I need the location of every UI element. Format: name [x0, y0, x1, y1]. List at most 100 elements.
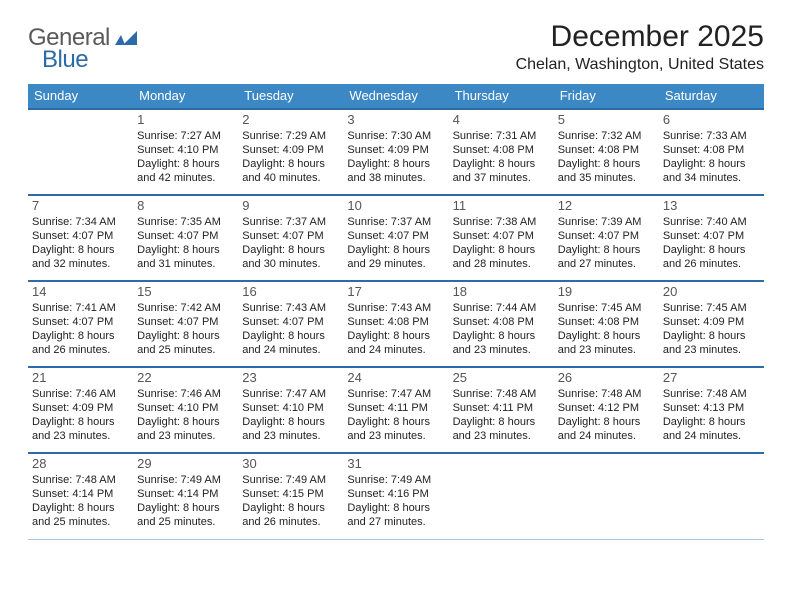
calendar-day-cell: 25Sunrise: 7:48 AMSunset: 4:11 PMDayligh… [449, 367, 554, 453]
day-number: 14 [32, 284, 129, 301]
calendar-day-cell: 18Sunrise: 7:44 AMSunset: 4:08 PMDayligh… [449, 281, 554, 367]
calendar-week-row: 7Sunrise: 7:34 AMSunset: 4:07 PMDaylight… [28, 195, 764, 281]
sunset-line: Sunset: 4:08 PM [453, 315, 550, 329]
logo-word-blue: Blue [42, 46, 137, 74]
calendar-day-cell: 12Sunrise: 7:39 AMSunset: 4:07 PMDayligh… [554, 195, 659, 281]
sunrise-line: Sunrise: 7:48 AM [558, 387, 655, 401]
sunset-line: Sunset: 4:08 PM [558, 315, 655, 329]
day-number: 11 [453, 198, 550, 215]
day-number: 28 [32, 456, 129, 473]
sunrise-line: Sunrise: 7:41 AM [32, 301, 129, 315]
sunrise-line: Sunrise: 7:48 AM [453, 387, 550, 401]
calendar-day-cell: 26Sunrise: 7:48 AMSunset: 4:12 PMDayligh… [554, 367, 659, 453]
sunset-line: Sunset: 4:12 PM [558, 401, 655, 415]
daylight-line: Daylight: 8 hours and 35 minutes. [558, 157, 655, 185]
calendar-day-cell: 6Sunrise: 7:33 AMSunset: 4:08 PMDaylight… [659, 109, 764, 195]
sunrise-line: Sunrise: 7:45 AM [558, 301, 655, 315]
sunrise-line: Sunrise: 7:31 AM [453, 129, 550, 143]
day-header: Thursday [449, 84, 554, 109]
sunrise-line: Sunrise: 7:49 AM [137, 473, 234, 487]
daylight-line: Daylight: 8 hours and 34 minutes. [663, 157, 760, 185]
sunrise-line: Sunrise: 7:46 AM [32, 387, 129, 401]
day-number: 31 [347, 456, 444, 473]
sunset-line: Sunset: 4:08 PM [663, 143, 760, 157]
sunset-line: Sunset: 4:07 PM [558, 229, 655, 243]
sunset-line: Sunset: 4:08 PM [347, 315, 444, 329]
daylight-line: Daylight: 8 hours and 37 minutes. [453, 157, 550, 185]
day-number: 22 [137, 370, 234, 387]
day-number: 18 [453, 284, 550, 301]
calendar-day-cell: 9Sunrise: 7:37 AMSunset: 4:07 PMDaylight… [238, 195, 343, 281]
calendar-page: General Blue December 2025 Chelan, Washi… [0, 0, 792, 612]
daylight-line: Daylight: 8 hours and 23 minutes. [663, 329, 760, 357]
calendar-day-cell: 30Sunrise: 7:49 AMSunset: 4:15 PMDayligh… [238, 453, 343, 539]
daylight-line: Daylight: 8 hours and 24 minutes. [242, 329, 339, 357]
calendar-day-cell: 19Sunrise: 7:45 AMSunset: 4:08 PMDayligh… [554, 281, 659, 367]
calendar-day-cell: 14Sunrise: 7:41 AMSunset: 4:07 PMDayligh… [28, 281, 133, 367]
sunset-line: Sunset: 4:13 PM [663, 401, 760, 415]
sunrise-line: Sunrise: 7:49 AM [347, 473, 444, 487]
daylight-line: Daylight: 8 hours and 26 minutes. [663, 243, 760, 271]
sunset-line: Sunset: 4:07 PM [32, 315, 129, 329]
day-number: 7 [32, 198, 129, 215]
calendar-day-cell: 3Sunrise: 7:30 AMSunset: 4:09 PMDaylight… [343, 109, 448, 195]
daylight-line: Daylight: 8 hours and 23 minutes. [347, 415, 444, 443]
sunrise-line: Sunrise: 7:37 AM [347, 215, 444, 229]
sunset-line: Sunset: 4:07 PM [347, 229, 444, 243]
day-number: 10 [347, 198, 444, 215]
calendar-empty-cell [28, 109, 133, 195]
daylight-line: Daylight: 8 hours and 24 minutes. [558, 415, 655, 443]
sunset-line: Sunset: 4:09 PM [663, 315, 760, 329]
daylight-line: Daylight: 8 hours and 42 minutes. [137, 157, 234, 185]
sunset-line: Sunset: 4:10 PM [137, 401, 234, 415]
month-title: December 2025 [516, 20, 764, 54]
calendar-day-cell: 4Sunrise: 7:31 AMSunset: 4:08 PMDaylight… [449, 109, 554, 195]
daylight-line: Daylight: 8 hours and 28 minutes. [453, 243, 550, 271]
day-number: 25 [453, 370, 550, 387]
sunset-line: Sunset: 4:10 PM [137, 143, 234, 157]
day-number: 23 [242, 370, 339, 387]
day-number: 21 [32, 370, 129, 387]
calendar-week-row: 28Sunrise: 7:48 AMSunset: 4:14 PMDayligh… [28, 453, 764, 539]
sunrise-line: Sunrise: 7:35 AM [137, 215, 234, 229]
calendar-body: 1Sunrise: 7:27 AMSunset: 4:10 PMDaylight… [28, 109, 764, 539]
sunset-line: Sunset: 4:07 PM [453, 229, 550, 243]
day-number: 27 [663, 370, 760, 387]
sunrise-line: Sunrise: 7:48 AM [32, 473, 129, 487]
daylight-line: Daylight: 8 hours and 25 minutes. [137, 501, 234, 529]
header-row: General Blue December 2025 Chelan, Washi… [28, 20, 764, 74]
sunrise-line: Sunrise: 7:44 AM [453, 301, 550, 315]
sunset-line: Sunset: 4:07 PM [137, 229, 234, 243]
sunset-line: Sunset: 4:11 PM [347, 401, 444, 415]
calendar-week-row: 14Sunrise: 7:41 AMSunset: 4:07 PMDayligh… [28, 281, 764, 367]
calendar-day-cell: 13Sunrise: 7:40 AMSunset: 4:07 PMDayligh… [659, 195, 764, 281]
daylight-line: Daylight: 8 hours and 27 minutes. [347, 501, 444, 529]
daylight-line: Daylight: 8 hours and 26 minutes. [32, 329, 129, 357]
sunrise-line: Sunrise: 7:42 AM [137, 301, 234, 315]
daylight-line: Daylight: 8 hours and 30 minutes. [242, 243, 339, 271]
sunset-line: Sunset: 4:16 PM [347, 487, 444, 501]
daylight-line: Daylight: 8 hours and 23 minutes. [453, 329, 550, 357]
sunrise-line: Sunrise: 7:38 AM [453, 215, 550, 229]
calendar-day-cell: 17Sunrise: 7:43 AMSunset: 4:08 PMDayligh… [343, 281, 448, 367]
day-number: 6 [663, 112, 760, 129]
daylight-line: Daylight: 8 hours and 24 minutes. [663, 415, 760, 443]
sunrise-line: Sunrise: 7:37 AM [242, 215, 339, 229]
sunrise-line: Sunrise: 7:29 AM [242, 129, 339, 143]
sunset-line: Sunset: 4:07 PM [242, 315, 339, 329]
sunrise-line: Sunrise: 7:45 AM [663, 301, 760, 315]
day-number: 20 [663, 284, 760, 301]
calendar-day-cell: 21Sunrise: 7:46 AMSunset: 4:09 PMDayligh… [28, 367, 133, 453]
sunrise-line: Sunrise: 7:34 AM [32, 215, 129, 229]
calendar-table: SundayMondayTuesdayWednesdayThursdayFrid… [28, 84, 764, 540]
sunrise-line: Sunrise: 7:39 AM [558, 215, 655, 229]
day-number: 29 [137, 456, 234, 473]
sunset-line: Sunset: 4:08 PM [453, 143, 550, 157]
sunrise-line: Sunrise: 7:47 AM [347, 387, 444, 401]
day-header-row: SundayMondayTuesdayWednesdayThursdayFrid… [28, 84, 764, 109]
sunset-line: Sunset: 4:10 PM [242, 401, 339, 415]
sunrise-line: Sunrise: 7:43 AM [242, 301, 339, 315]
day-header: Saturday [659, 84, 764, 109]
day-header: Sunday [28, 84, 133, 109]
day-number: 15 [137, 284, 234, 301]
